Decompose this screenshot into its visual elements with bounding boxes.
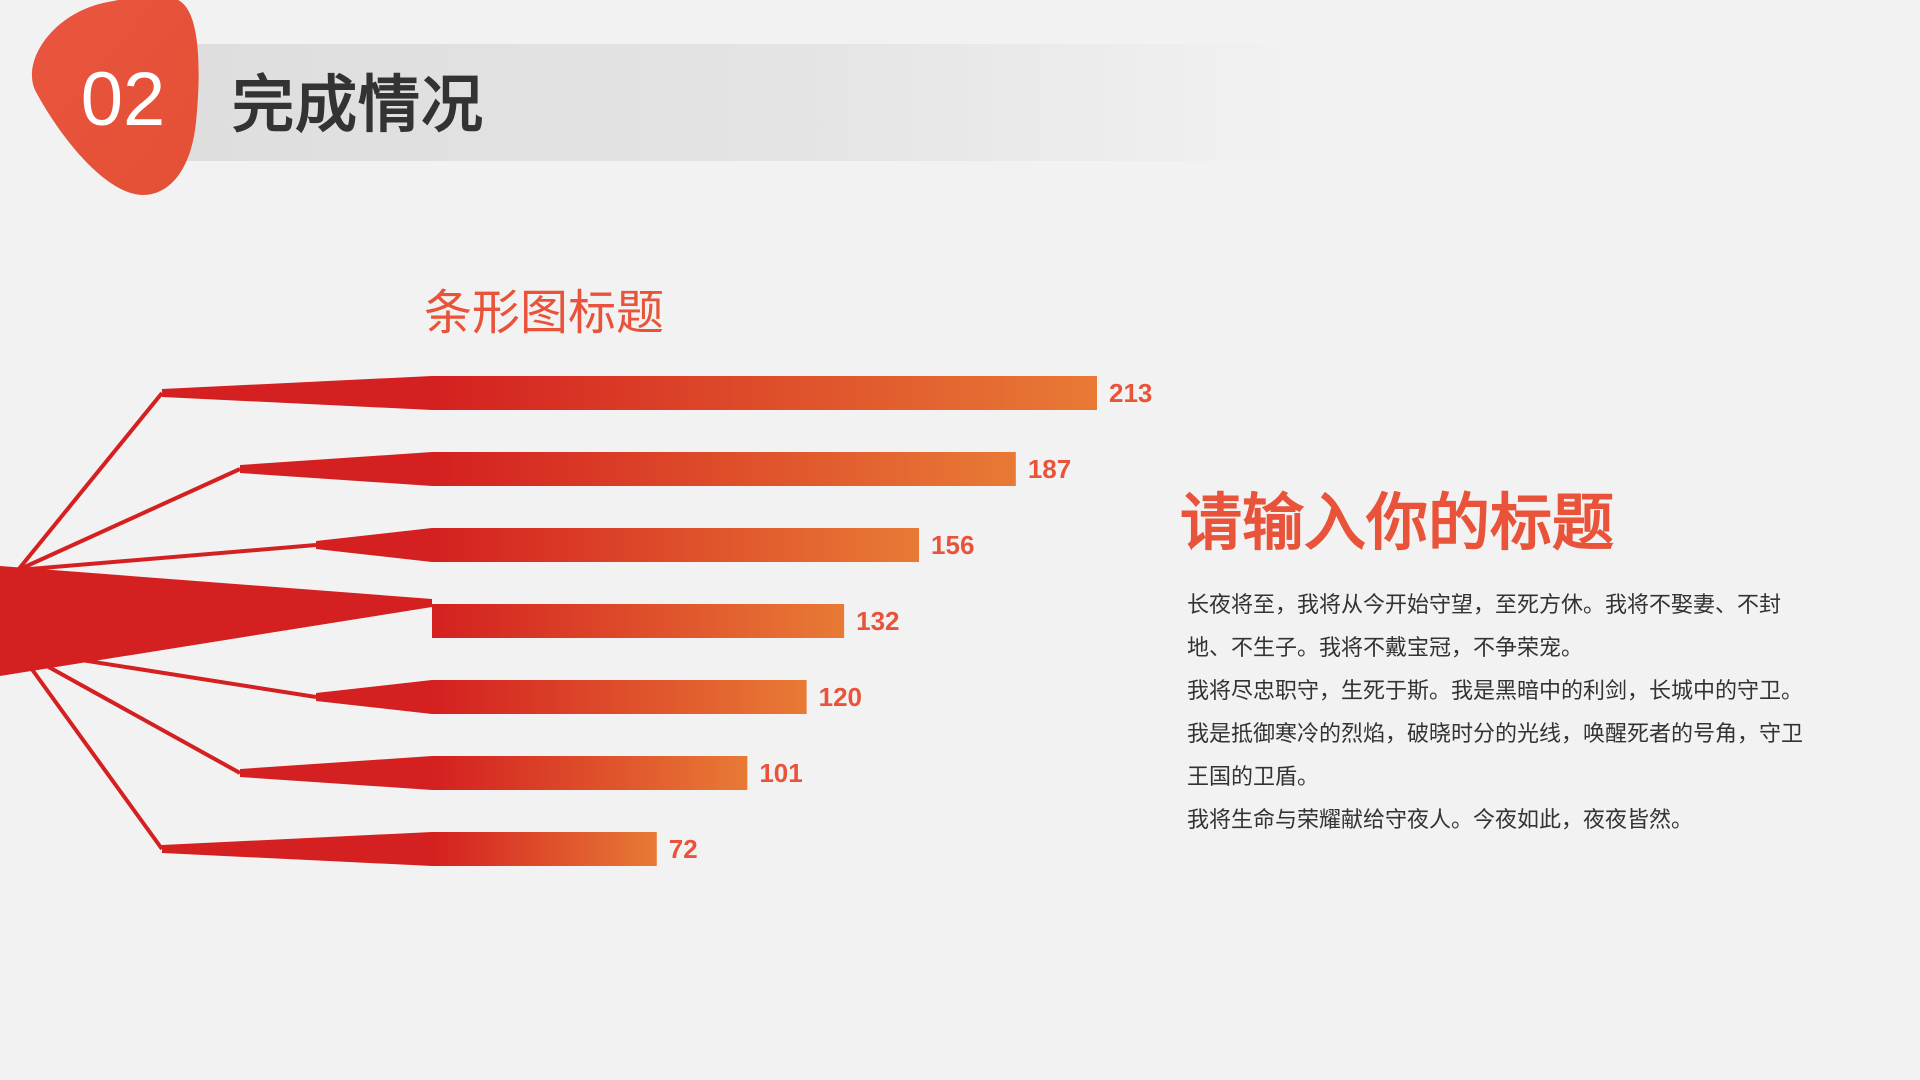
chart-bars — [432, 376, 1097, 866]
section-title: 完成情况 — [232, 68, 485, 141]
section-badge-shape — [31, 0, 199, 195]
header-band — [170, 44, 1310, 161]
chart-bar-taper-5 — [316, 680, 432, 714]
content-paragraph-2: 我将尽忠职守，生死于斯。我是黑暗中的利剑，长城中的守卫。我是抵御寒冷的烈焰，破晓… — [1187, 679, 1804, 790]
chart-value-label-2: 187 — [1028, 454, 1071, 484]
content-title: 请输入你的标题 — [1180, 486, 1615, 559]
section-number: 02 — [80, 57, 166, 142]
chart-bar-4 — [432, 604, 845, 638]
chart-value-label-4: 132 — [856, 606, 899, 636]
chart-bar-taper-2 — [240, 452, 432, 486]
chart-value-label-1: 213 — [1109, 378, 1152, 408]
content-paragraph-3: 我将生命与荣耀献给守夜人。今夜如此，夜夜皆然。 — [1187, 808, 1694, 833]
chart-connector-1 — [16, 391, 164, 572]
chart-value-label-3: 156 — [931, 530, 974, 560]
chart-connector-6 — [17, 648, 241, 775]
chart-value-label-7: 72 — [669, 834, 698, 864]
chart-hub-wedge — [0, 566, 432, 676]
chart-value-label-5: 120 — [819, 682, 862, 712]
chart-value-label-6: 101 — [759, 758, 802, 788]
chart-bar-7 — [432, 832, 657, 866]
chart-connector-2 — [17, 467, 241, 572]
chart-bar-6 — [432, 756, 748, 790]
chart-labels: 213 187 156 132 120 101 72 — [669, 378, 1153, 864]
content-paragraph-1: 长夜将至，我将从今开始守望，至死方休。我将不娶妻、不封地、不生子。我将不戴宝冠，… — [1187, 593, 1782, 661]
chart-bar-1 — [432, 376, 1097, 410]
chart-bar-2 — [432, 452, 1016, 486]
chart-bar-taper-6 — [240, 756, 432, 790]
content-body: 长夜将至，我将从今开始守望，至死方休。我将不娶妻、不封地、不生子。我将不戴宝冠，… — [1187, 584, 1821, 842]
chart-bar-taper-3 — [316, 528, 432, 562]
chart-bar-taper-1 — [162, 376, 432, 410]
chart-connectors — [0, 376, 432, 866]
chart-connector-3 — [17, 543, 317, 572]
chart-bar-taper-7 — [162, 832, 432, 866]
chart-title: 条形图标题 — [424, 285, 665, 341]
chart-bar-3 — [432, 528, 920, 562]
chart-connector-7 — [16, 648, 164, 851]
chart-connector-5 — [17, 648, 317, 699]
chart-bar-5 — [432, 680, 807, 714]
